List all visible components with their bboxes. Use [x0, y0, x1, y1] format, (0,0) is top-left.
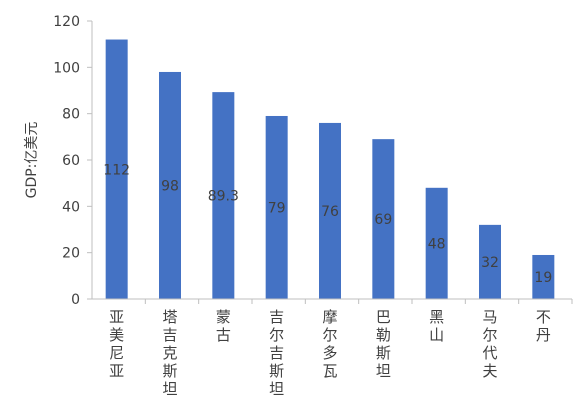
data-label: 79 [268, 200, 286, 216]
bar [159, 71, 181, 299]
y-tick-label: 20 [62, 246, 80, 262]
x-tick-label: 马尔代夫 [482, 308, 497, 380]
x-tick-label: 塔吉克斯坦 [162, 308, 177, 398]
bars: 112 98 89.3 79 76 69 48 32 19 [103, 39, 555, 300]
bar [212, 92, 235, 299]
data-label: 112 [103, 162, 130, 178]
x-axis: 亚美尼亚 塔吉克斯坦 蒙古 吉尔吉斯坦 摩尔多瓦 巴勒斯坦 黑山 马尔代夫 不丹 [92, 298, 573, 398]
bar [105, 39, 128, 300]
data-label: 19 [534, 270, 552, 286]
x-tick-label: 蒙古 [216, 308, 231, 344]
x-tick-label: 黑山 [429, 308, 444, 344]
x-tick-label: 亚美尼亚 [109, 308, 124, 380]
y-tick-label: 100 [53, 60, 80, 76]
x-tick-label: 巴勒斯坦 [376, 308, 391, 380]
y-tick-label: 80 [62, 107, 80, 123]
x-tick-label: 摩尔多瓦 [322, 308, 337, 380]
data-label: 89.3 [208, 189, 239, 205]
bar [532, 254, 555, 299]
y-axis: 0 20 40 60 80 100 120 [53, 14, 93, 308]
x-tick-label: 不丹 [536, 308, 551, 344]
bar [479, 224, 501, 299]
bar [372, 139, 395, 299]
bar [319, 122, 341, 299]
data-label: 69 [374, 212, 392, 228]
data-label: 76 [321, 204, 339, 220]
y-tick-label: 0 [71, 292, 80, 308]
y-tick-label: 60 [62, 153, 80, 169]
y-axis-label: GDP:亿美元 [24, 122, 40, 199]
y-tick-label: 40 [62, 199, 80, 215]
bar [265, 115, 288, 299]
bar [425, 187, 448, 299]
data-label: 48 [428, 236, 446, 252]
data-label: 32 [481, 255, 499, 271]
y-tick-label: 120 [53, 14, 80, 30]
x-tick-label: 吉尔吉斯坦 [269, 308, 284, 398]
data-label: 98 [161, 178, 179, 194]
